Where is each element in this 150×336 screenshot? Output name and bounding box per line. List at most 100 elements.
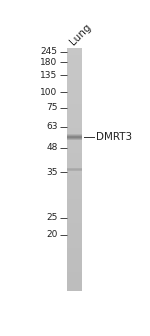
Text: 75: 75: [46, 103, 58, 112]
Bar: [67, 155, 82, 158]
Bar: [67, 148, 82, 150]
Bar: [67, 274, 82, 277]
Bar: [67, 262, 82, 264]
Bar: [67, 218, 82, 221]
Bar: [67, 97, 82, 99]
Bar: [67, 264, 82, 267]
Bar: [67, 223, 82, 225]
Bar: [67, 250, 82, 252]
Bar: [67, 85, 82, 87]
Text: Lung: Lung: [68, 22, 93, 47]
Bar: [67, 243, 82, 245]
Bar: [67, 160, 82, 162]
Bar: [67, 131, 82, 133]
Bar: [67, 233, 82, 235]
Bar: [67, 204, 82, 206]
Bar: [67, 121, 82, 123]
Text: 25: 25: [46, 213, 58, 222]
Bar: [67, 150, 82, 153]
Bar: [67, 65, 82, 68]
Bar: [67, 194, 82, 197]
Bar: [67, 133, 82, 136]
Text: DMRT3: DMRT3: [96, 132, 132, 142]
Bar: [67, 197, 82, 199]
Text: 63: 63: [46, 123, 58, 131]
Bar: [67, 158, 82, 160]
Bar: [67, 235, 82, 238]
Bar: [67, 126, 82, 128]
Bar: [67, 248, 82, 250]
Bar: [67, 228, 82, 230]
Bar: [67, 213, 82, 216]
Bar: [67, 116, 82, 119]
Bar: [67, 255, 82, 257]
Bar: [67, 238, 82, 240]
Bar: [67, 192, 82, 194]
Bar: [67, 99, 82, 101]
Text: 245: 245: [41, 47, 58, 56]
Bar: [67, 128, 82, 131]
Bar: [67, 111, 82, 114]
Bar: [67, 252, 82, 255]
Bar: [67, 53, 82, 55]
Bar: [67, 216, 82, 218]
Bar: [67, 245, 82, 248]
Bar: [67, 80, 82, 82]
Bar: [67, 225, 82, 228]
Bar: [67, 114, 82, 116]
Bar: [67, 48, 82, 50]
Bar: [67, 187, 82, 189]
Bar: [67, 179, 82, 182]
Bar: [67, 284, 82, 286]
Bar: [67, 167, 82, 170]
Text: 100: 100: [40, 88, 58, 96]
Bar: [67, 58, 82, 60]
Bar: [67, 77, 82, 80]
Bar: [67, 201, 82, 204]
Bar: [67, 162, 82, 165]
Bar: [67, 72, 82, 75]
Bar: [67, 70, 82, 72]
Text: 48: 48: [46, 143, 58, 152]
Bar: [67, 68, 82, 70]
Bar: [67, 75, 82, 77]
Bar: [67, 143, 82, 145]
Bar: [67, 101, 82, 104]
Bar: [67, 286, 82, 289]
Bar: [67, 211, 82, 213]
Bar: [67, 165, 82, 167]
Bar: [67, 123, 82, 126]
Bar: [67, 170, 82, 172]
Text: 35: 35: [46, 168, 58, 177]
Bar: [67, 279, 82, 282]
Bar: [67, 119, 82, 121]
Bar: [67, 189, 82, 192]
Bar: [67, 50, 82, 53]
Bar: [67, 82, 82, 85]
Bar: [67, 257, 82, 260]
Bar: [67, 177, 82, 179]
Text: 20: 20: [46, 230, 58, 239]
Bar: [67, 145, 82, 148]
Text: 135: 135: [40, 71, 58, 80]
Bar: [67, 94, 82, 97]
Bar: [67, 138, 82, 140]
Bar: [67, 140, 82, 143]
Bar: [67, 182, 82, 184]
Bar: [67, 272, 82, 274]
Bar: [67, 240, 82, 243]
Text: 180: 180: [40, 58, 58, 67]
Bar: [67, 230, 82, 233]
Bar: [67, 206, 82, 209]
Bar: [67, 184, 82, 187]
Bar: [67, 172, 82, 174]
Bar: [67, 260, 82, 262]
Bar: [67, 267, 82, 269]
Bar: [67, 289, 82, 291]
Bar: [67, 87, 82, 89]
Bar: [67, 174, 82, 177]
Bar: [67, 277, 82, 279]
Bar: [67, 109, 82, 111]
Bar: [67, 136, 82, 138]
Bar: [67, 63, 82, 65]
